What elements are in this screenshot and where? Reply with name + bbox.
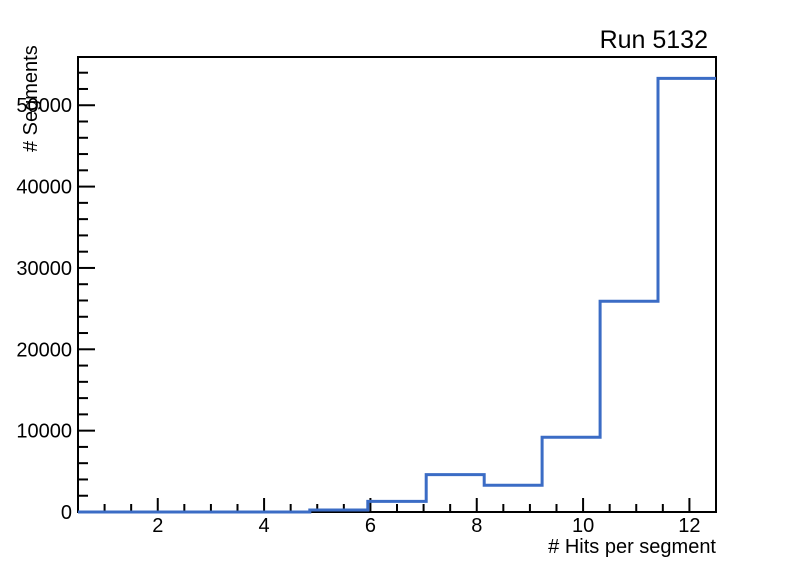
plot-frame	[77, 56, 717, 513]
y-tick-label: 40000	[16, 177, 72, 199]
y-axis-title: # Segments	[20, 45, 42, 152]
x-tick-label: 6	[365, 515, 376, 537]
y-tick-label: 30000	[16, 258, 72, 280]
y-tick-label: 20000	[16, 339, 72, 361]
x-tick-label: 4	[259, 515, 270, 537]
y-tick-label: 0	[61, 502, 72, 524]
y-tick-label: 50000	[16, 95, 72, 117]
x-tick-label: 8	[471, 515, 482, 537]
histogram-line	[78, 76, 716, 514]
plot-title: Run 5132	[599, 26, 708, 54]
x-tick-label: 10	[572, 515, 594, 537]
x-axis-title: # Hits per segment	[548, 536, 716, 558]
x-tick-label: 12	[678, 515, 700, 537]
x-tick-label: 2	[152, 515, 163, 537]
y-tick-label: 10000	[16, 421, 72, 443]
